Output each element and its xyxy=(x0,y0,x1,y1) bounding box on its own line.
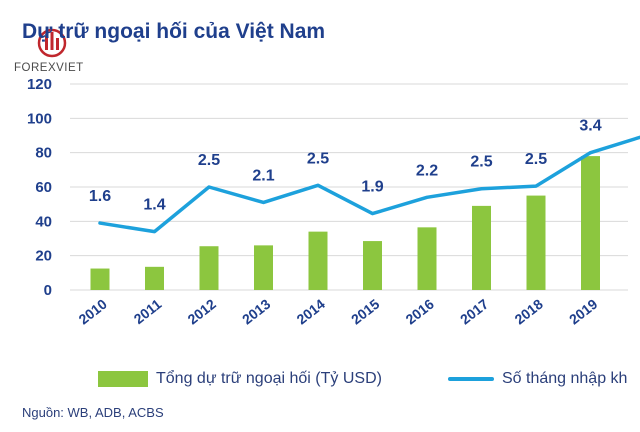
bar-2011 xyxy=(145,266,164,290)
bar-2018 xyxy=(526,195,546,290)
bar-2016 xyxy=(417,227,437,290)
x-tick-label-2016: 2016 xyxy=(402,296,437,328)
x-tick-label-2018: 2018 xyxy=(511,296,546,328)
bar-2010 xyxy=(90,268,110,290)
data-label-2010: 1.6 xyxy=(89,188,111,205)
y-tick-label: 40 xyxy=(35,213,52,230)
legend-label-line: Số tháng nhập kh xyxy=(502,370,628,387)
data-label-2018: 2.5 xyxy=(525,151,547,168)
data-label-2015: 1.9 xyxy=(361,179,383,196)
data-label-2011: 1.4 xyxy=(143,197,165,214)
data-label-2019: 3.4 xyxy=(579,118,601,135)
x-tick-label-2017: 2017 xyxy=(457,296,492,328)
x-tick-label-2015: 2015 xyxy=(348,296,383,328)
x-tick-label-2012: 2012 xyxy=(184,296,219,328)
bar-2017 xyxy=(472,205,491,290)
x-tick-label-2011: 2011 xyxy=(131,296,165,327)
data-label-2013: 2.1 xyxy=(252,167,274,184)
forexviet-logo: FOREXVIET xyxy=(14,26,106,80)
x-tick-label-2014: 2014 xyxy=(293,296,328,328)
legend-item-bar: Tổng dự trữ ngoại hối (Tỷ USD) xyxy=(98,370,382,388)
legend-item-line: Số tháng nhập kh xyxy=(448,370,627,388)
source-note: Nguồn: WB, ADB, ACBS xyxy=(22,405,164,420)
bar-2015 xyxy=(363,241,382,290)
x-tick-label-2013: 2013 xyxy=(239,296,274,328)
data-label-2012: 2.5 xyxy=(198,152,220,169)
y-tick-label: 20 xyxy=(35,248,52,265)
legend-swatch-line xyxy=(448,377,494,381)
y-tick-label: 0 xyxy=(44,282,52,299)
y-tick-label: 60 xyxy=(35,179,52,196)
data-label-2017: 2.5 xyxy=(470,154,492,171)
y-tick-label: 120 xyxy=(27,76,52,93)
legend-label-bar: Tổng dự trữ ngoại hối (Tỷ USD) xyxy=(156,370,382,387)
data-label-2016: 2.2 xyxy=(416,162,438,179)
y-tick-label: 100 xyxy=(27,110,52,127)
logo-text: FOREXVIET xyxy=(14,62,84,74)
x-tick-label-2010: 2010 xyxy=(75,296,110,328)
series-line xyxy=(98,135,640,234)
x-tick-label-2019: 2019 xyxy=(566,296,601,328)
bar-2014 xyxy=(308,231,328,290)
chart-title: Dự trữ ngoại hối của Việt Nam xyxy=(22,20,326,43)
bar-2019 xyxy=(581,156,600,290)
y-tick-label: 80 xyxy=(35,145,52,162)
legend: Tổng dự trữ ngoại hối (Tỷ USD) Số tháng … xyxy=(98,370,640,400)
bar-2012 xyxy=(199,246,219,290)
data-label-2014: 2.5 xyxy=(307,150,329,167)
bar-2013 xyxy=(254,245,273,290)
legend-swatch-bar xyxy=(98,371,148,387)
